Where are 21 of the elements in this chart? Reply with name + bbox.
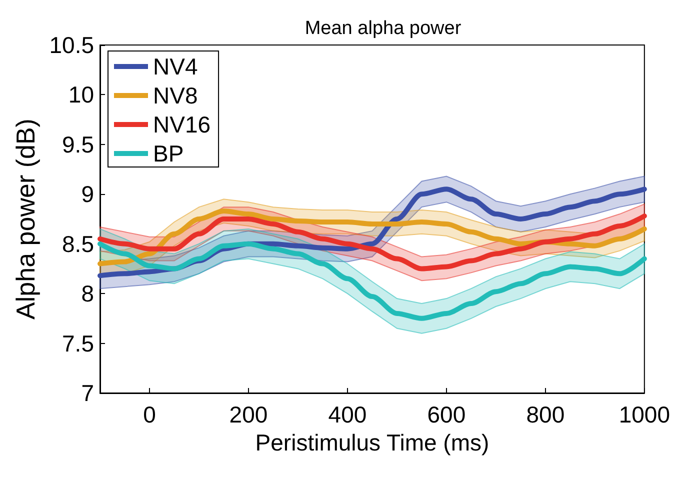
- x-tick-label: 600: [427, 402, 466, 428]
- x-tick-label: 0: [143, 402, 156, 428]
- legend-label: NV16: [153, 112, 211, 138]
- x-tick-label: 1000: [618, 402, 670, 428]
- legend-label: NV8: [153, 82, 198, 108]
- y-tick-label: 10.5: [49, 32, 94, 58]
- y-tick-label: 7: [81, 380, 94, 406]
- x-tick-label: 400: [328, 402, 367, 428]
- y-tick-label: 8.5: [62, 230, 94, 257]
- chart-title: Mean alpha power: [304, 18, 462, 39]
- legend-label: BP: [153, 140, 184, 166]
- y-tick-label: 9: [81, 181, 94, 208]
- y-tick-label: 9.5: [62, 131, 94, 158]
- x-axis-title: Peristimulus Time (ms): [255, 430, 490, 456]
- y-tick-label: 8: [81, 280, 94, 307]
- legend-label: NV4: [153, 54, 198, 80]
- y-tick-label: 10: [68, 82, 94, 108]
- y-axis-title: Alpha power (dB): [10, 118, 40, 320]
- y-tick-label: 7.5: [62, 330, 94, 356]
- x-tick-label: 200: [229, 402, 268, 428]
- x-tick-label: 800: [526, 402, 565, 428]
